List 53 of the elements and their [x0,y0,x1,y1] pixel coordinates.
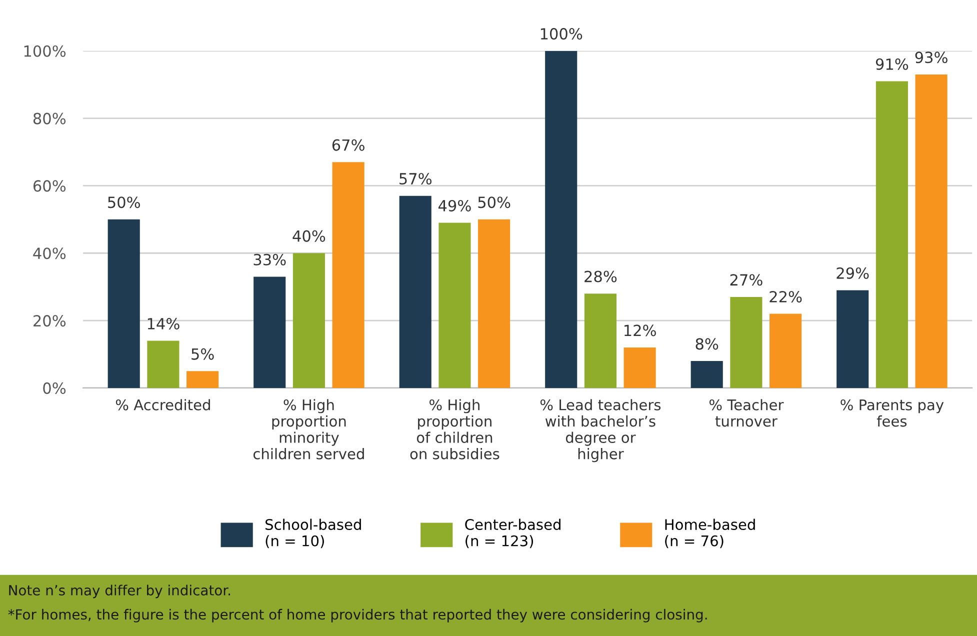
bar [624,348,656,388]
y-tick-label: 20% [34,315,66,327]
bar [186,371,219,388]
x-tick-label: % High proportion of children on subsidies [410,399,500,460]
x-tick-label: % Lead teachers with bachelor’s degree or higher [540,399,661,462]
text: 100% [540,28,582,40]
bar [399,196,432,388]
text: 91% [876,58,908,70]
bar [254,276,286,388]
y-tick-label: 100% [24,45,66,57]
bar [876,81,908,388]
bar [147,340,180,388]
text: 29% [836,267,869,279]
bar [108,219,140,388]
bar [770,314,802,388]
text: 8% [696,338,718,350]
text: 50% [108,196,140,208]
text: 14% [148,318,180,330]
text: 33% [254,254,286,266]
text: 22% [770,290,802,303]
text: 50% [478,196,510,208]
bar [332,162,364,388]
bar [292,253,325,388]
bar [730,296,762,388]
text: Note n’s may differ by indicator. [9,584,230,598]
legend-label: School-based (n = 10) [266,518,361,548]
text: 93% [915,52,948,64]
x-tick-label: % High proportion minority children served [253,399,364,460]
text: 28% [584,270,617,282]
bar [836,290,869,388]
legend-label: Home-based (n = 76) [665,518,755,548]
text: 12% [624,324,656,336]
bar [545,50,578,388]
text: 5% [192,348,214,360]
bar [915,74,948,388]
y-tick-label: 40% [33,248,66,260]
text: 57% [400,172,432,185]
bar [438,222,471,388]
x-tick-label: % Accredited [116,399,210,410]
bar [478,219,510,388]
text: 40% [292,230,326,242]
text: 27% [730,274,762,286]
x-tick-label: % Teacher turnover [709,399,784,427]
text: 67% [332,139,364,151]
bar [690,360,723,388]
x-tick-label: % Parents pay fees [840,399,944,427]
y-tick-label: 60% [33,180,66,192]
legend-label: Center-based (n = 123) [465,518,560,548]
bar [584,294,616,388]
text: 49% [438,200,471,212]
y-tick-label: 80% [33,112,66,124]
y-tick-label: 0% [43,382,66,394]
text: *For homes, the figure is the percent of home providers that reported they were considering closing. [8,608,707,622]
